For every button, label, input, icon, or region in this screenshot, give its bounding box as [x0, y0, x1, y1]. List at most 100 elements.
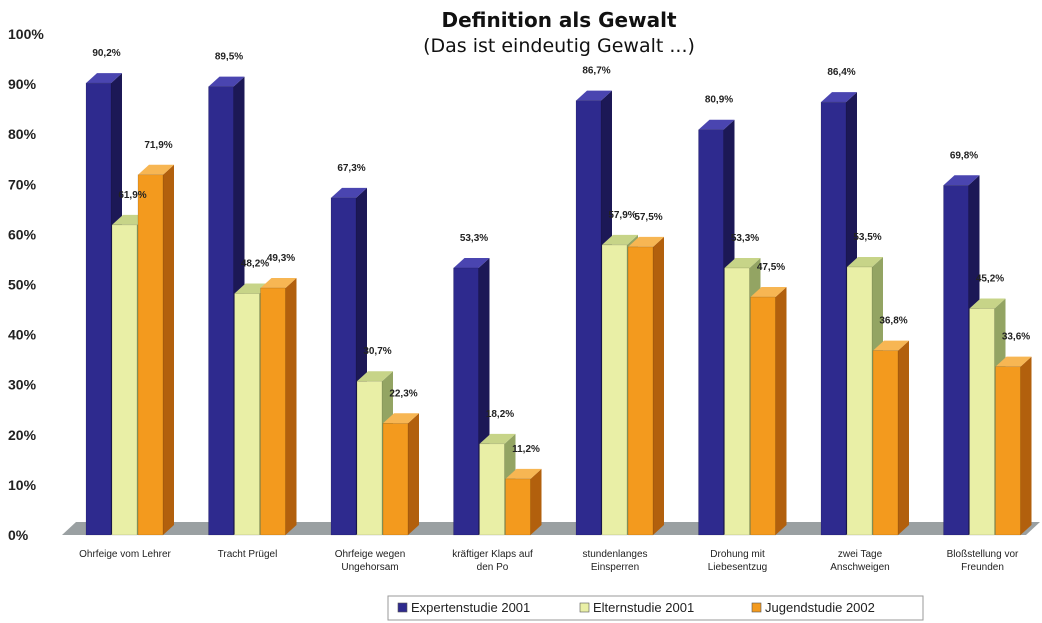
x-category-label: Ohrfeige vom Lehrer	[79, 549, 171, 560]
bar-front	[601, 244, 628, 536]
data-label: 11,2%	[512, 444, 540, 455]
y-tick-label: 0%	[8, 527, 29, 543]
x-category-label: Bloßstellung vor Freunden	[947, 549, 1019, 573]
legend-label: Expertenstudie 2001	[411, 600, 530, 615]
bar-top	[724, 257, 761, 268]
x-axis: Ohrfeige vom Lehrer Tracht Prügel Ohrfeige…	[79, 549, 1019, 573]
bar-top	[969, 298, 1006, 309]
x-category-label: Ohrfeige wegen Ungehorsam	[335, 549, 406, 573]
data-label: 69,8%	[950, 150, 978, 161]
legend-item: Jugendstudie 2002	[751, 600, 875, 615]
y-tick-label: 100%	[8, 26, 44, 42]
data-label: 89,5%	[215, 52, 243, 63]
y-tick-label: 60%	[8, 226, 37, 242]
legend-item: Expertenstudie 2001	[397, 600, 530, 615]
bar-front	[627, 246, 654, 536]
bar-top	[698, 119, 735, 130]
x-category-label: stundenlanges Einsperren	[582, 549, 647, 573]
bar-front	[356, 380, 383, 536]
bar-front	[260, 287, 286, 536]
legend-label: Elternstudie 2001	[593, 600, 694, 615]
bar-top	[331, 187, 367, 198]
bar-front	[111, 224, 138, 536]
bar-side	[530, 468, 542, 535]
bar-front	[698, 129, 724, 536]
bar-top	[602, 234, 638, 245]
x-category-label: zwei Tage Anschweigen	[830, 549, 889, 573]
bar	[260, 278, 297, 536]
bar-front	[453, 267, 479, 536]
legend-swatch	[579, 602, 590, 613]
y-tick-label: 70%	[8, 176, 37, 192]
y-tick-label: 90%	[8, 76, 37, 92]
bar-side	[653, 236, 664, 536]
bar-front	[234, 293, 260, 536]
bar-side	[285, 278, 297, 535]
bar-front	[137, 174, 164, 536]
data-label: 80,9%	[705, 95, 733, 106]
bar-front	[208, 86, 234, 536]
bar-top	[505, 468, 542, 479]
bar	[943, 175, 980, 536]
bar-top	[995, 356, 1032, 367]
legend-swatch	[397, 602, 408, 613]
y-tick-label: 10%	[8, 477, 37, 493]
y-tick-label: 80%	[8, 126, 37, 142]
bar	[137, 164, 174, 536]
data-label: 71,9%	[144, 140, 172, 151]
y-tick-label: 40%	[8, 327, 37, 343]
data-label: 18,2%	[486, 409, 514, 420]
data-label: 90,2%	[92, 48, 120, 59]
chart-floor-plane	[62, 522, 1040, 535]
bar-top	[357, 371, 393, 382]
bar-side	[775, 287, 787, 535]
bar-top	[576, 90, 612, 101]
data-label: 49,3%	[267, 253, 295, 264]
bar-front	[750, 296, 776, 536]
bar-top	[86, 73, 122, 84]
chart-subtitle: (Das ist eindeutig Gewalt ...)	[423, 35, 695, 57]
y-tick-label: 30%	[8, 377, 37, 393]
bar-top	[750, 287, 787, 298]
bar-top	[943, 175, 980, 186]
data-label: 57,9%	[608, 210, 636, 221]
bar-top	[453, 257, 490, 268]
data-label: 53,5%	[853, 232, 881, 243]
data-label: 45,2%	[976, 274, 1004, 285]
bar-front	[724, 267, 750, 536]
bar-top	[479, 433, 516, 444]
data-label: 53,3%	[731, 233, 759, 244]
legend-item: Elternstudie 2001	[579, 600, 694, 615]
data-label: 22,3%	[389, 388, 417, 399]
x-category-label: Drohung mit Liebesentzug	[708, 549, 768, 573]
bar-top	[821, 92, 857, 103]
bar-front	[479, 443, 505, 536]
bar-front	[995, 366, 1021, 536]
bar-side	[1020, 356, 1032, 535]
bar-top	[208, 76, 245, 87]
data-label: 47,5%	[757, 262, 785, 273]
data-label: 48,2%	[241, 259, 269, 270]
data-label: 86,4%	[827, 67, 855, 78]
bar-front	[969, 308, 995, 536]
bar-front	[382, 423, 409, 536]
data-label: 67,3%	[337, 163, 365, 174]
chart-floor	[62, 522, 1040, 535]
y-tick-label: 20%	[8, 427, 37, 443]
bar-top	[873, 340, 909, 351]
bar	[995, 356, 1032, 536]
bar	[627, 236, 664, 536]
data-label: 61,9%	[118, 190, 146, 201]
bar-front	[943, 185, 969, 536]
bar-side	[163, 164, 174, 535]
bar	[382, 413, 419, 536]
bar-front	[872, 350, 899, 536]
chart-title: Definition als Gewalt	[441, 8, 676, 32]
data-label: 30,7%	[363, 346, 391, 357]
bar-top	[383, 413, 419, 424]
y-tick-label: 50%	[8, 277, 37, 293]
legend-box	[387, 595, 924, 621]
bar-front	[820, 101, 847, 536]
bar-top	[260, 278, 297, 289]
